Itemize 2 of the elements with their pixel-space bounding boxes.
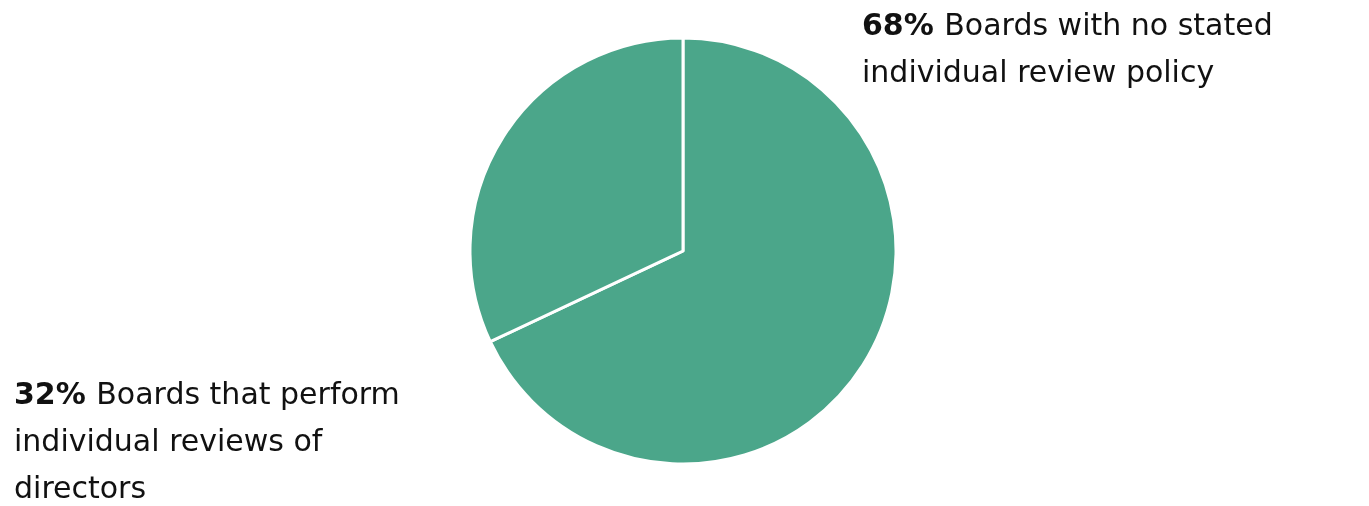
data-label: 68% bbox=[862, 7, 945, 42]
data-label: 32% bbox=[14, 376, 97, 411]
